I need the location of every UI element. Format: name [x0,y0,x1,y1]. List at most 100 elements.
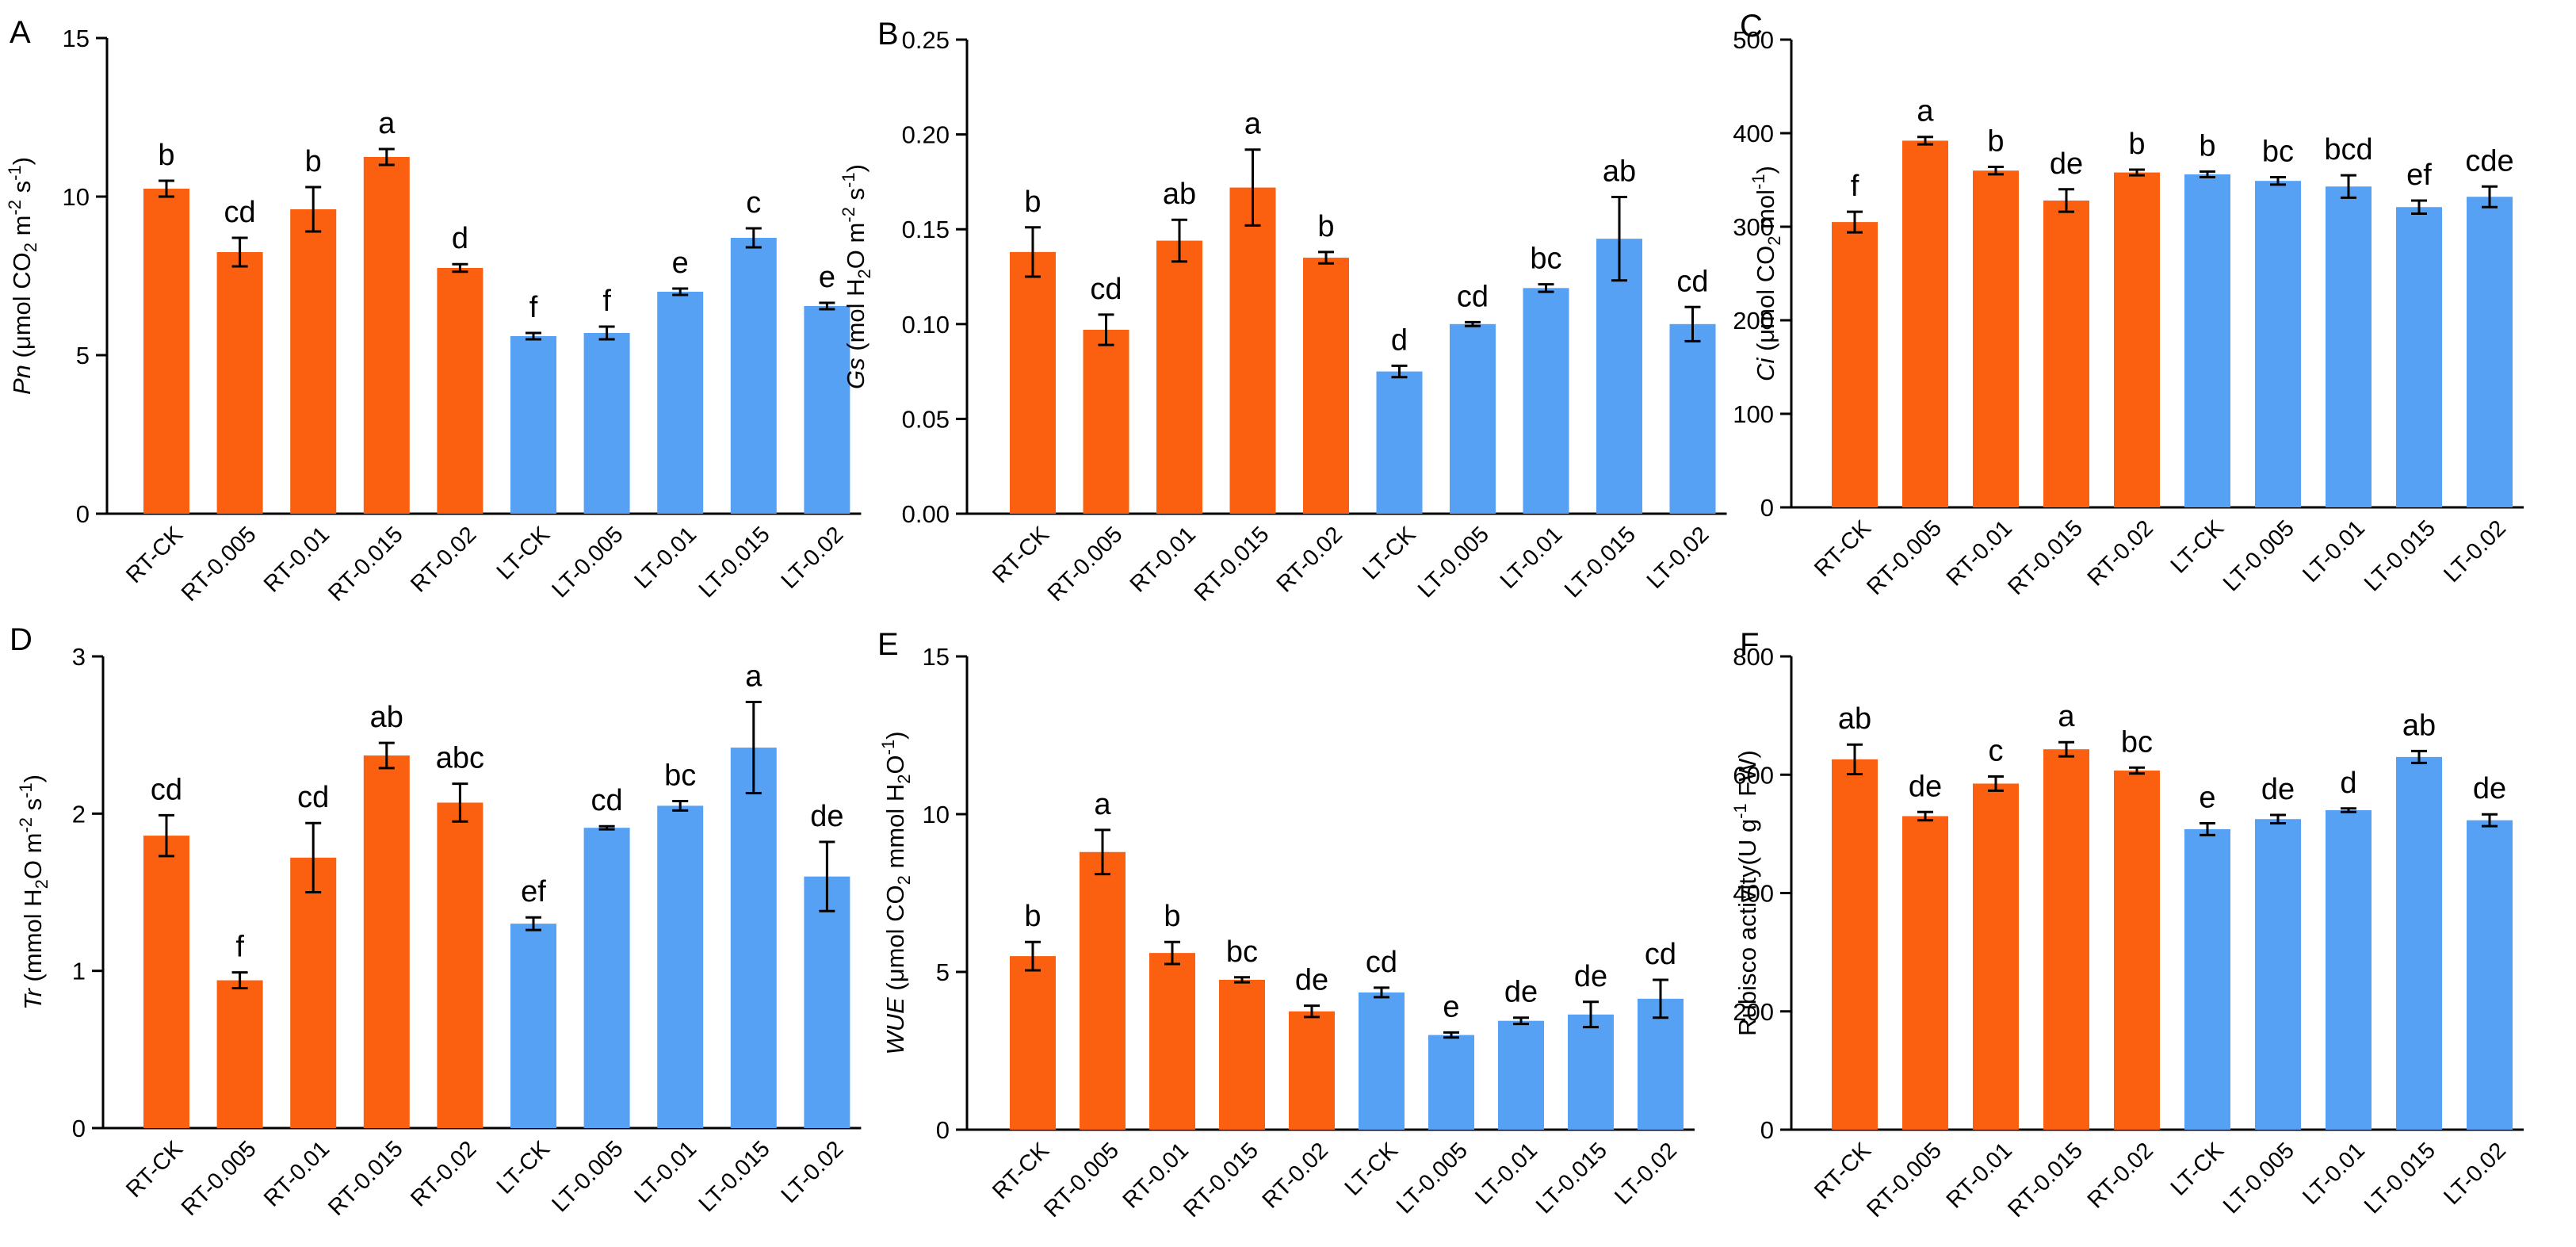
panel-f-significance-label: de [1909,770,1942,803]
panel-f-significance-label: de [2473,772,2506,805]
panel-e-category-label: LT-0.01 [1470,1138,1542,1210]
panel-b-bar [1229,187,1276,514]
panel-c-significance-label: cde [2465,144,2513,178]
panel-d-y-tick-label: 0 [72,1115,86,1142]
panel-e-error-bar [1025,940,1041,972]
panel-a-significance-label: b [305,145,322,178]
panel-a-category-label: LT-0.005 [547,522,628,602]
panel-d-category-label: LT-0.005 [547,1136,628,1217]
panel-b-significance-label: b [1024,186,1041,219]
panel-b-category-label: LT-CK [1358,522,1421,585]
panel-c-bar [2043,200,2089,507]
panel-d-significance-label: cd [591,784,623,817]
panel-a-significance-label: e [672,247,689,280]
panel-c-bar [2326,186,2372,507]
panel-f-error-bar [2482,813,2498,828]
panel-f-error-bar [1988,775,2004,792]
panel-e-bar [1219,979,1265,1130]
panel-f-error-bar [1917,810,1933,822]
panel-e-bar [1638,998,1684,1130]
panel-f-bar [2467,820,2513,1130]
panel-b-error-bar [1244,148,1261,227]
panel-d-letter: D [10,622,32,657]
panel-f-bar [2326,810,2372,1130]
panel-e-significance-label: de [1574,960,1607,993]
panel-e-error-bar [1095,828,1110,876]
panel-c-y-tick-label: 0 [1760,494,1774,522]
panel-a-category-label: LT-0.02 [777,522,849,594]
panel-e-bar [1010,956,1056,1130]
panel-c-error-bar [2200,170,2215,178]
panel-b: B 0.00 0.05 0.10 0.15 0.20 0.25 Gs (mol H2O m-2… [839,17,1727,606]
panel-f: F 0 200 400 600 800 Rubisco activity(U g-1 FW)… [1730,627,2524,1222]
panel-c-category-label: LT-0.02 [2439,515,2511,587]
panel-f-significance-label: de [2261,773,2295,806]
panel-a-significance-label: d [452,222,468,255]
panel-d-error-bar [378,741,395,770]
panel-f-category-label: LT-0.02 [2439,1138,2511,1210]
panel-b-error-bar [1611,196,1627,282]
panel-f-category-label: LT-CK [2166,1138,2230,1201]
panel-a-y-axis-label: Pn (μmol CO2 m-2 s-1) [5,157,40,395]
panel-a-y-tick-label: 10 [63,183,90,211]
panel-a-bar [804,306,850,514]
panel-c-bar [1832,222,1878,507]
panel-f-category-label: RT-0.02 [2083,1138,2158,1213]
panel-c-category-label: RT-0.005 [1862,515,1947,600]
panel-a-bar [510,336,556,514]
panel-b-significance-label: d [1391,323,1408,357]
panel-b-category-label: LT-0.005 [1413,522,1494,602]
panel-a-error-bar [672,287,689,296]
panel-a-bar [143,189,189,514]
panel-c-error-bar [2270,175,2286,186]
panel-e-category-label: LT-CK [1340,1138,1404,1201]
panel-c-significance-label: ef [2406,159,2432,192]
panel-c-significance-label: f [1851,170,1859,203]
panel-f-bar [1902,816,1948,1130]
panel-c-category-label: RT-CK [1810,515,1876,582]
panel-f-y-tick-label: 600 [1733,761,1774,789]
panel-b-y-tick-label: 0.25 [902,26,950,54]
panel-e-error-bar [1443,1031,1459,1039]
panel-a-error-bar [526,331,541,341]
panel-a-error-bar [159,179,174,198]
panel-b-category-label: LT-0.01 [1496,522,1568,594]
panel-d-error-bar [745,701,762,795]
panel-c-y-tick-label: 400 [1733,120,1774,147]
panel-d-bar [657,805,704,1128]
panel-f-bar [2043,749,2089,1130]
panel-d-bar [583,828,630,1128]
panel-e-error-bar [1164,940,1180,966]
panel-d-category-label: LT-CK [492,1136,556,1199]
panel-b-bar [1156,240,1202,514]
panel-e-letter: E [877,627,899,662]
panel-c-bar [2396,207,2442,507]
panel-e-significance-label: de [1504,976,1538,1009]
panel-c-bar [2255,181,2301,507]
panel-b-bar [1010,251,1056,514]
panel-f-y-tick-label: 200 [1733,998,1774,1026]
panel-f-significance-label: ab [1838,702,1871,736]
panel-c-error-bar [2341,174,2356,199]
panel-b-error-bar [1684,305,1701,342]
panel-d-error-bar [819,840,835,912]
panel-b-error-bar [1391,364,1408,379]
panel-b-y-axis-label: Gs (mol H2O m-2 s-1) [839,164,874,389]
panel-f-significance-label: e [2199,781,2215,814]
panel-c-category-label: RT-0.02 [2083,515,2158,591]
panel-e-y-tick-label: 0 [936,1116,950,1144]
panel-b-error-bar [1171,218,1187,263]
panel-f-bar [2114,771,2160,1130]
panel-c-error-bar [2482,185,2498,208]
panel-c-error-bar [2129,168,2145,177]
panel-b-significance-label: ab [1603,155,1636,189]
panel-c-y-axis-label: Ci (μmol CO2 mol-1) [1749,166,1784,381]
panel-b-letter: B [877,17,899,52]
panel-b-bar [1669,323,1716,514]
panel-f-bar [2396,756,2442,1130]
panel-d-category-label: LT-0.015 [694,1136,775,1217]
panel-b-category-label: LT-0.015 [1560,522,1641,602]
panel-e-significance-label: a [1094,788,1111,821]
panel-d-error-bar [231,971,248,989]
